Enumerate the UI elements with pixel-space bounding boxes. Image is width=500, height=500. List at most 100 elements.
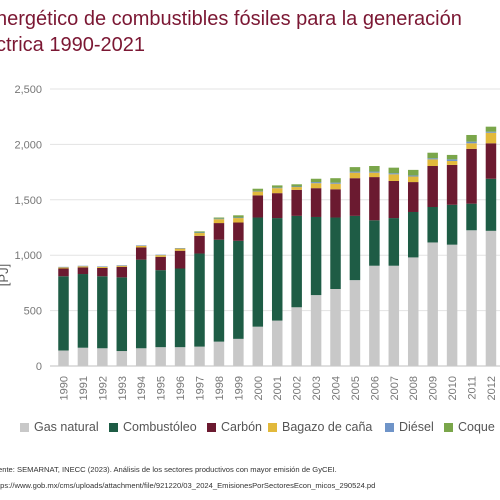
bar-segment [427,158,438,160]
bar-segment [369,220,380,266]
bar-segment [97,267,108,277]
bar-segment [407,175,419,177]
bar-segment [291,184,302,187]
bar-segment [213,217,225,219]
bar-segment [446,204,458,245]
bar-segment [466,134,477,142]
bar-segment [155,255,166,257]
y-axis-ticks: 0 500 1,000 1,500 2,000 2,500 [14,84,42,373]
bar-segment [58,268,69,277]
bar-segment [330,183,341,190]
bar-segment [213,218,225,220]
y-tick-label: 500 [24,306,42,318]
bar-segment [388,180,400,219]
bar-segment [485,132,497,144]
bar-segment [485,178,497,231]
bar-segment [135,348,147,366]
legend-item: Combustóleo [109,420,197,434]
chart-title-line-2: ctrica 1990-2021 [0,34,145,56]
x-tick-label: 1991 [78,376,90,400]
bar-segment [388,218,400,266]
bar-segment [213,223,225,240]
bar-segment [330,189,341,218]
bar-segment [58,350,69,366]
x-axis-ticks: 1990 1991 1992 1993 1994 1995 1996 1997 1998 1999… [59,376,498,400]
bar-segment [135,259,147,349]
bar-segment [427,207,438,243]
bar-segment [310,216,322,296]
bar-segment [194,231,205,233]
bar-segment [466,141,477,144]
legend-label: Diésel [399,420,434,434]
source-note: ente: SEMARNAT, INECC (2023). Análisis d… [0,462,500,494]
bar-segment [446,164,458,205]
bar-segment [194,235,205,254]
bar-segment [407,211,419,258]
x-tick-label: 2012 [486,376,498,400]
bar-segment [194,233,205,236]
bar-segment [291,187,302,190]
x-tick-label: 2000 [253,376,265,400]
bar-segment [58,267,69,269]
x-tick-label: 1990 [59,376,71,400]
bar-segment [116,266,128,278]
legend-item: Carbón [207,420,262,434]
bar-segment [446,154,458,160]
bar-segment [407,176,419,183]
bar-segment [427,159,438,167]
bar-segment [291,186,302,188]
bar-segment [174,248,186,251]
bar-segment [135,247,147,260]
bar-segment [310,182,322,184]
bar-segment [77,274,89,348]
bar-segment [194,346,205,366]
bar-segment [271,185,283,188]
bar-segment [310,295,322,366]
bar-segment [174,250,186,269]
x-tick-label: 1994 [136,376,148,400]
legend-label: Coque [458,420,495,434]
bar-segment [330,182,341,184]
bar-segment [485,143,497,179]
x-tick-label: 1999 [233,376,245,400]
source-line-1: ente: SEMARNAT, INECC (2023). Análisis d… [0,465,337,474]
bar-segment [135,245,147,246]
bar-segment [155,254,166,256]
bar-segment [330,217,341,289]
bar-segment [233,218,244,223]
bar-segment [446,244,458,366]
bar-segment [446,159,458,162]
bar-segment [97,266,108,268]
x-tick-label: 1997 [195,376,207,400]
bar-segment [369,177,380,221]
y-axis-label: [PJ] [0,264,11,286]
y-tick-label: 2,000 [14,139,42,151]
x-tick-label: 1996 [175,376,187,400]
bar-segment [233,215,244,218]
bar-segment [310,178,322,183]
bar-segment [349,172,361,179]
bar-segment [135,245,147,248]
legend-label: Carbón [221,420,262,434]
chart-title-line-1: nergético de combustibles fósiles para l… [0,8,462,30]
x-tick-label: 1993 [117,376,129,400]
bar-segment [271,188,283,194]
bar-segment [213,219,225,224]
x-tick-label: 2002 [292,376,304,400]
bar-segment [77,266,89,268]
bar-segment [349,167,361,172]
bar-segment [427,152,438,159]
bar-segment [349,280,361,366]
y-tick-label: 1,000 [14,250,42,262]
bar-segment [116,265,128,266]
bar-segment [407,182,419,212]
bar-segment [466,148,477,204]
bar-segment [252,195,264,218]
legend-swatch [444,422,453,432]
bar-segment [369,172,380,178]
x-tick-label: 2001 [272,376,284,400]
legend-item: Coque [444,420,495,434]
bar-segment [252,217,264,327]
x-tick-label: 2010 [447,376,459,400]
